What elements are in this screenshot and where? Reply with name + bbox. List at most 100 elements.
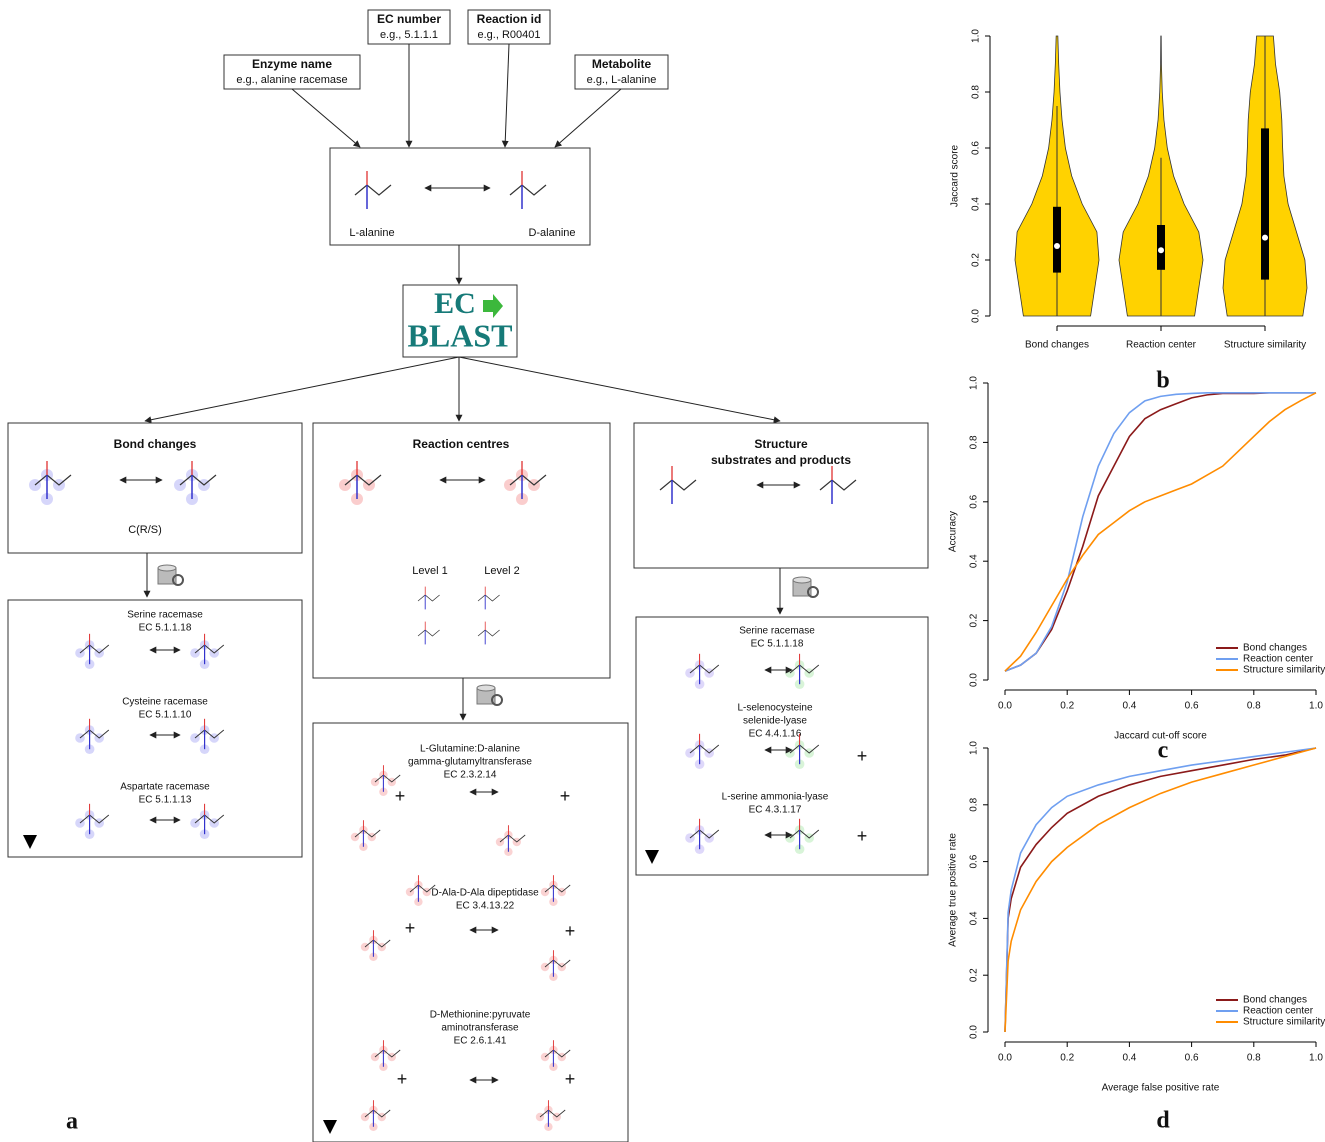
y-tick-label: 0.2 — [969, 968, 980, 982]
plus-sign: + — [857, 826, 868, 846]
legend-label: Bond changes — [1243, 643, 1307, 654]
x-tick-label: 0.0 — [998, 1053, 1012, 1064]
figure: Enzyme namee.g., alanine racemaseEC numb… — [0, 0, 1325, 1142]
method-title: Reaction centres — [413, 437, 510, 451]
input-title: Metabolite — [592, 57, 652, 71]
y-tick-label: 1.0 — [971, 29, 982, 43]
y-tick-label: 0.0 — [969, 1025, 980, 1039]
y-axis-title: Average true positive rate — [948, 833, 959, 947]
median — [1158, 247, 1164, 253]
input-example: e.g., R00401 — [478, 29, 541, 41]
y-tick-label: 0.2 — [969, 613, 980, 627]
x-tick-label: Reaction center — [1126, 340, 1197, 351]
box — [1261, 128, 1269, 279]
legend-label: Structure similarity — [1243, 665, 1325, 676]
series-line — [1005, 393, 1316, 671]
panel-label: b — [1156, 368, 1169, 394]
y-tick-label: 0.8 — [969, 797, 980, 811]
plus-sign: + — [560, 786, 571, 806]
y-tick-label: 0.6 — [969, 494, 980, 508]
y-tick-label: 0.0 — [971, 309, 982, 323]
x-tick-label: Structure similarity — [1224, 340, 1306, 351]
input-title: Reaction id — [477, 12, 542, 26]
box — [636, 617, 928, 875]
legend-label: Reaction center — [1243, 654, 1314, 665]
input-title: Enzyme name — [252, 57, 332, 71]
median — [1054, 243, 1060, 249]
arrow — [505, 44, 509, 147]
level-label: Level 2 — [484, 565, 519, 577]
y-tick-label: 0.8 — [969, 435, 980, 449]
arrow — [145, 357, 459, 421]
result-text: L-serine ammonia-lyase — [722, 792, 829, 803]
caption: C(R/S) — [128, 524, 162, 536]
y-axis-title: Accuracy — [948, 511, 959, 552]
molecule-name: L-alanine — [349, 227, 394, 239]
y-tick-label: 0.6 — [969, 854, 980, 868]
y-tick-label: 0.4 — [971, 197, 982, 211]
db-icon — [793, 577, 811, 583]
median — [1262, 235, 1268, 241]
input-title: EC number — [377, 12, 441, 26]
arrow — [292, 89, 360, 147]
x-axis-title: Average false positive rate — [1102, 1083, 1220, 1094]
result-text: L-Glutamine:D-alanine — [420, 744, 520, 755]
y-tick-label: 1.0 — [969, 376, 980, 390]
input-example: e.g., 5.1.1.1 — [380, 29, 438, 41]
result-text: Aspartate racemase — [120, 782, 210, 793]
legend-label: Structure similarity — [1243, 1017, 1325, 1028]
result-text: Serine racemase — [127, 610, 203, 621]
x-tick-label: 1.0 — [1309, 701, 1323, 712]
result-text: EC 5.1.1.18 — [751, 639, 804, 650]
series-line — [1005, 748, 1316, 1032]
panel-label: d — [1156, 1108, 1170, 1134]
box — [8, 600, 302, 857]
result-text: Serine racemase — [739, 626, 815, 637]
x-tick-label: 1.0 — [1309, 1053, 1323, 1064]
legend-label: Bond changes — [1243, 995, 1307, 1006]
series-line — [1005, 748, 1316, 1032]
x-tick-label: 0.8 — [1247, 701, 1261, 712]
plus-sign: + — [397, 1069, 408, 1089]
x-tick-label: 0.4 — [1122, 1053, 1136, 1064]
result-text: EC 5.1.1.18 — [139, 623, 192, 634]
x-tick-label: 0.2 — [1060, 1053, 1074, 1064]
result-text: aminotransferase — [441, 1023, 519, 1034]
series-line — [1005, 748, 1316, 1032]
method-title: substrates and products — [711, 453, 851, 467]
plus-sign: + — [857, 746, 868, 766]
y-axis-title: Jaccard score — [950, 144, 961, 207]
y-tick-label: 0.8 — [971, 85, 982, 99]
result-text: EC 2.3.2.14 — [444, 770, 497, 781]
y-tick-label: 0.2 — [971, 253, 982, 267]
plus-sign: + — [565, 921, 576, 941]
db-icon — [158, 565, 176, 571]
y-tick-label: 1.0 — [969, 741, 980, 755]
x-tick-label: 0.6 — [1185, 701, 1199, 712]
x-tick-label: Bond changes — [1025, 340, 1089, 351]
panel-label: a — [66, 1109, 78, 1135]
method-title: Bond changes — [114, 437, 197, 451]
method-title: Structure — [754, 437, 808, 451]
arrow — [459, 357, 780, 421]
input-example: e.g., L-alanine — [587, 74, 657, 86]
result-text: EC 5.1.1.10 — [139, 710, 192, 721]
box — [1053, 207, 1061, 273]
panel-label: c — [1158, 738, 1169, 764]
legend-label: Reaction center — [1243, 1006, 1314, 1017]
logo-text: BLAST — [408, 317, 513, 353]
x-tick-label: 0.6 — [1185, 1053, 1199, 1064]
level-label: Level 1 — [412, 565, 447, 577]
plus-sign: + — [395, 786, 406, 806]
result-text: EC 2.6.1.41 — [454, 1036, 507, 1047]
x-tick-label: 0.0 — [998, 701, 1012, 712]
result-text: gamma-glutamyltransferase — [408, 757, 532, 768]
plus-sign: + — [405, 918, 416, 938]
y-tick-label: 0.4 — [969, 554, 980, 568]
x-tick-label: 0.2 — [1060, 701, 1074, 712]
result-text: EC 4.4.1.16 — [749, 729, 802, 740]
result-text: D-Methionine:pyruvate — [430, 1010, 531, 1021]
logo-text: EC — [434, 287, 476, 320]
result-text: D-Ala-D-Ala dipeptidase — [431, 888, 539, 899]
arrow — [555, 89, 621, 147]
